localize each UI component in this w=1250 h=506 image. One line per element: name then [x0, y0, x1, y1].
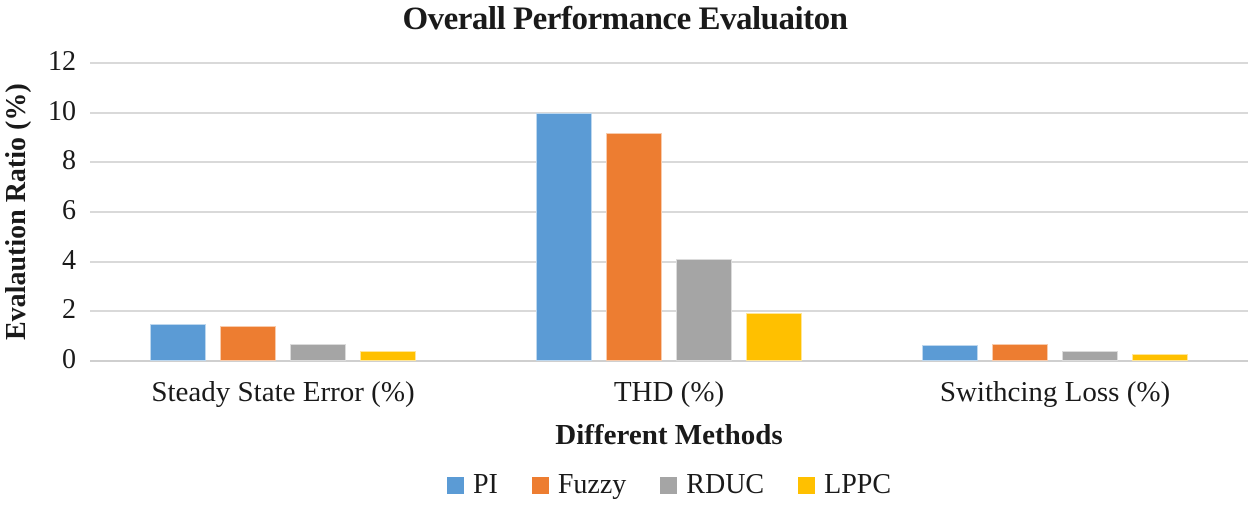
- bar-lppc-1: [360, 351, 416, 361]
- legend-item-rduc: RDUC: [660, 471, 764, 499]
- gridline: [90, 161, 1248, 164]
- chart-title: Overall Performance Evaluaiton: [402, 1, 848, 37]
- bar-fuzzy-3: [992, 343, 1048, 361]
- bar-pi-1: [150, 323, 206, 361]
- legend-item-fuzzy: Fuzzy: [531, 469, 627, 500]
- bar-rduc-3: [1062, 351, 1118, 361]
- legend-label: Fuzzy: [557, 469, 627, 500]
- bar-rduc-2: [676, 259, 732, 361]
- y-tick-label: 8: [62, 145, 76, 177]
- gridline: [90, 260, 1248, 263]
- bar-fuzzy-1: [220, 326, 276, 361]
- gridline: [90, 111, 1248, 114]
- legend-label: LPPC: [824, 469, 892, 500]
- gridline: [90, 310, 1248, 313]
- bar-lppc-3: [1132, 354, 1188, 361]
- legend-swatch-icon: [660, 476, 678, 494]
- bar-pi-2: [536, 112, 592, 361]
- y-tick-label: 10: [48, 95, 76, 127]
- legend-label: PI: [472, 469, 498, 500]
- gridline: [90, 62, 1248, 64]
- legend-swatch-icon: [446, 476, 464, 494]
- legend: PI Fuzzy RDUC LPPC: [90, 471, 1248, 499]
- gridline: [90, 211, 1248, 213]
- legend-swatch-icon: [798, 476, 816, 494]
- plot-area: [90, 62, 1248, 362]
- legend-item-lppc: LPPC: [798, 471, 891, 499]
- x-axis-category-labels: Steady State Error (%) THD (%) Swithcing L…: [90, 377, 1248, 409]
- category-label: Swithcing Loss (%): [939, 376, 1171, 408]
- y-tick-label: 0: [62, 344, 76, 375]
- bar-pi-3: [922, 344, 978, 361]
- y-tick-label: 4: [62, 244, 76, 276]
- bar-lppc-2: [746, 312, 802, 361]
- x-axis-baseline: [90, 360, 1248, 362]
- legend-item-pi: PI: [446, 469, 498, 500]
- y-tick-label: 2: [62, 294, 76, 326]
- category-label: Steady State Error (%): [151, 376, 415, 408]
- legend-label: RDUC: [686, 469, 765, 500]
- legend-swatch-icon: [531, 476, 549, 494]
- y-tick-label: 12: [48, 46, 76, 77]
- category-label: THD (%): [613, 376, 725, 408]
- bar-rduc-1: [290, 343, 346, 361]
- bar-fuzzy-2: [606, 132, 662, 361]
- x-axis-label: Different Methods: [555, 419, 783, 451]
- y-tick-label: 6: [62, 195, 76, 226]
